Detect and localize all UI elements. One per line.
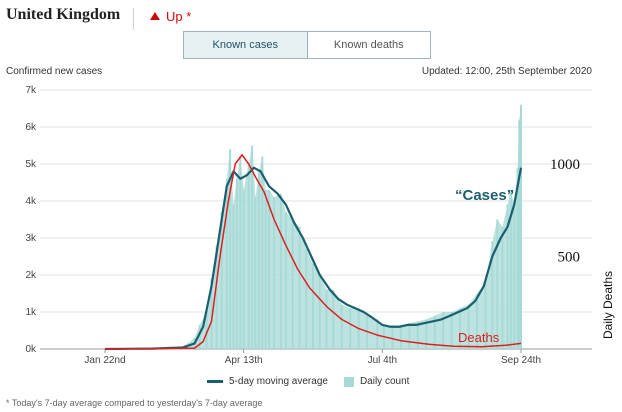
- daily-count-bar: [251, 145, 254, 349]
- daily-count-bar: [242, 189, 245, 349]
- daily-count-bar: [467, 304, 470, 349]
- daily-count-bar: [520, 104, 522, 349]
- daily-count-bar: [391, 324, 394, 349]
- daily-count-bar: [491, 241, 494, 349]
- daily-count-bar: [235, 178, 238, 349]
- y-tick-label: 7k: [25, 85, 37, 96]
- country-title: United Kingdom: [6, 6, 121, 23]
- daily-count-bar: [408, 323, 411, 349]
- daily-count-bar: [399, 324, 402, 349]
- daily-count-bar: [220, 212, 223, 349]
- daily-count-bar: [476, 293, 478, 349]
- daily-count-bar: [459, 308, 462, 349]
- daily-count-bar: [273, 197, 276, 349]
- y2-tick-label: 1000: [550, 157, 580, 173]
- daily-count-bar: [332, 289, 335, 349]
- footnote: * Today's 7-day average compared to yest…: [6, 398, 263, 408]
- tab-known-deaths[interactable]: Known deaths: [307, 32, 430, 58]
- cases-annotation: “Cases”: [455, 187, 514, 204]
- daily-count-bar: [340, 304, 343, 349]
- x-tick-label: Jan 22nd: [84, 355, 125, 366]
- daily-count-bar: [376, 319, 379, 349]
- y2-tick-label: 500: [558, 250, 581, 266]
- triangle-up-icon: [150, 12, 160, 20]
- daily-count-bar: [366, 315, 369, 349]
- y-tick-label: 4k: [25, 196, 37, 207]
- y-tick-label: 5k: [25, 159, 37, 170]
- daily-count-bar: [442, 312, 445, 349]
- x-tick-label: Jul 4th: [368, 355, 397, 366]
- chart-subtitle: Confirmed new cases: [6, 66, 103, 77]
- legend-line-swatch: [207, 380, 223, 383]
- daily-count-bar: [325, 289, 328, 349]
- daily-count-bar: [501, 226, 504, 349]
- tab-known-cases[interactable]: Known cases: [184, 32, 308, 58]
- daily-count-bar: [254, 197, 257, 349]
- daily-count-bar: [425, 319, 428, 349]
- chart-legend: 5-day moving average Daily count: [207, 376, 409, 387]
- x-tick-label: Apr 13th: [225, 355, 263, 366]
- daily-count-bar: [383, 326, 385, 349]
- daily-count-bar: [312, 263, 314, 349]
- daily-count-bar: [349, 308, 352, 349]
- trend-label: Up *: [166, 9, 192, 24]
- daily-count-bar: [268, 189, 270, 349]
- daily-count-bar: [450, 312, 453, 349]
- deaths-annotation: Deaths: [458, 330, 500, 345]
- y-tick-label: 3k: [25, 233, 37, 244]
- daily-count-bar: [516, 167, 519, 349]
- updated-timestamp: Updated: 12:00, 25th September 2020: [421, 66, 592, 77]
- moving-average-line: [104, 166, 523, 351]
- daily-count-bar: [261, 156, 264, 349]
- daily-count-bar: [513, 204, 516, 349]
- metric-tabs: Known cases Known deaths: [183, 31, 431, 59]
- deaths-line: [104, 154, 522, 350]
- trend-indicator: Up *: [150, 9, 191, 24]
- daily-count-bar: [232, 204, 235, 349]
- daily-count-bar: [239, 156, 242, 349]
- daily-count-bar: [305, 249, 308, 349]
- daily-count-bar: [284, 212, 287, 349]
- daily-count-bar: [215, 245, 218, 349]
- daily-count-bar: [484, 282, 487, 349]
- daily-count-bar: [291, 219, 294, 349]
- y-tick-label: 0k: [25, 344, 37, 355]
- y-tick-label: 6k: [25, 122, 37, 133]
- legend-bar-label: Daily count: [359, 376, 410, 387]
- y-tick-label: 1k: [25, 307, 37, 318]
- daily-count-bar: [416, 321, 419, 350]
- x-tick-label: Sep 24th: [501, 355, 541, 366]
- daily-count-bar: [225, 178, 228, 349]
- daily-count-bar: [318, 275, 321, 349]
- y2-axis-label: Daily Deaths: [601, 271, 615, 339]
- y-tick-label: 2k: [25, 270, 37, 281]
- legend-bar-swatch: [343, 376, 354, 387]
- daily-count-bar: [279, 193, 282, 349]
- daily-count-bar: [205, 312, 208, 349]
- daily-count-bar: [298, 226, 301, 349]
- daily-count-bar: [509, 189, 512, 349]
- daily-count-bar: [210, 278, 213, 349]
- legend-line-label: 5-day moving average: [229, 376, 328, 387]
- daily-count-bar: [198, 324, 201, 349]
- daily-count-bar: [496, 219, 499, 349]
- daily-count-bar: [257, 171, 260, 349]
- daily-count-bar: [264, 189, 267, 349]
- daily-count-bar: [247, 164, 250, 349]
- daily-count-bar: [518, 119, 521, 349]
- header-divider: [133, 8, 134, 30]
- daily-count-bar: [506, 204, 509, 349]
- daily-count-bar: [229, 149, 232, 349]
- daily-count-bar: [433, 315, 436, 349]
